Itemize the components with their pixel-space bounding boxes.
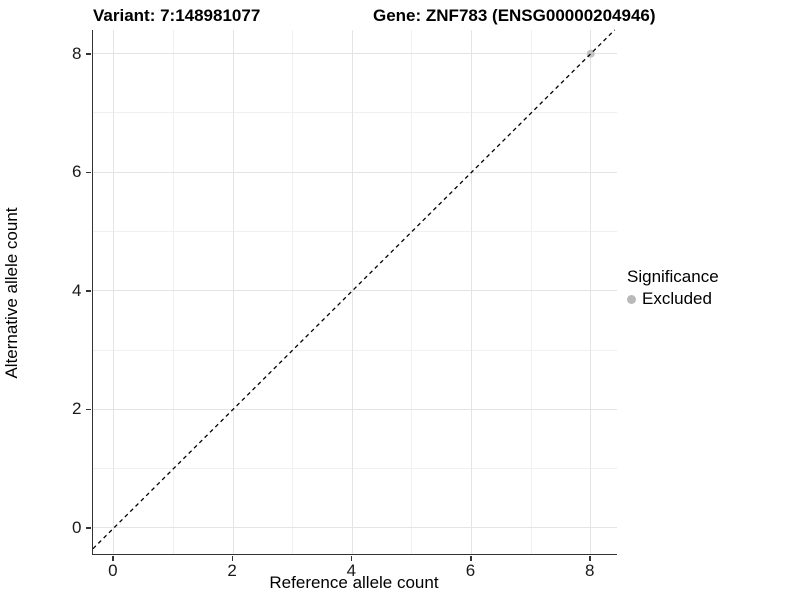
y-major-gridline (93, 527, 617, 529)
x-tick-mark (231, 555, 234, 561)
x-tick-label: 4 (346, 561, 357, 580)
x-major-gridline (232, 30, 234, 554)
x-tick-label: 8 (585, 561, 595, 580)
y-minor-gridline (93, 468, 617, 470)
y-tick-mark (85, 53, 91, 55)
x-tick-mark (589, 555, 591, 561)
x-tick-mark (350, 555, 353, 561)
x-minor-gridline (292, 30, 294, 554)
y-major-gridline (93, 408, 617, 410)
x-major-gridline (471, 30, 473, 554)
y-axis-title: Alternative allele count (2, 207, 21, 379)
y-tick-label: 2 (72, 399, 82, 419)
legend-item-label: Excluded (642, 289, 712, 308)
x-major-gridline (113, 30, 115, 554)
x-major-gridline (590, 30, 592, 554)
x-minor-gridline (411, 30, 413, 554)
y-tick-label: 4 (72, 280, 82, 300)
plot-geoms (92, 29, 616, 550)
y-minor-gridline (93, 112, 617, 114)
x-axis-title: Reference allele count (269, 573, 439, 592)
x-tick-label: 0 (108, 561, 118, 580)
y-tick-label: 6 (72, 162, 82, 182)
y-tick-mark (85, 408, 91, 411)
x-tick-label: 6 (465, 561, 476, 580)
y-minor-gridline (93, 231, 617, 233)
excluded-point-icon (627, 294, 636, 304)
y-major-gridline (93, 53, 617, 55)
legend-item-excluded: Excluded (627, 289, 719, 309)
x-minor-gridline (530, 30, 532, 554)
y-tick-mark (85, 171, 91, 174)
identity-dashed-line (92, 29, 616, 550)
x-tick-mark (470, 555, 472, 561)
y-tick-mark (85, 290, 91, 292)
legend: Significance Excluded (627, 266, 719, 309)
y-major-gridline (93, 290, 617, 292)
x-major-gridline (351, 30, 353, 554)
legend-title: Significance (627, 267, 719, 286)
y-major-gridline (93, 171, 617, 173)
y-minor-gridline (93, 349, 617, 351)
plot-panel (92, 29, 617, 555)
y-tick-label: 0 (72, 517, 82, 537)
x-minor-gridline (172, 30, 174, 554)
x-tick-mark (112, 555, 114, 561)
variant-title: Variant: 7:148981077 (93, 6, 261, 25)
y-tick-mark (85, 527, 91, 529)
x-tick-label: 2 (227, 561, 237, 580)
y-tick-label: 8 (72, 43, 82, 63)
gene-title: Gene: ZNF783 (ENSG00000204946) (373, 6, 656, 25)
